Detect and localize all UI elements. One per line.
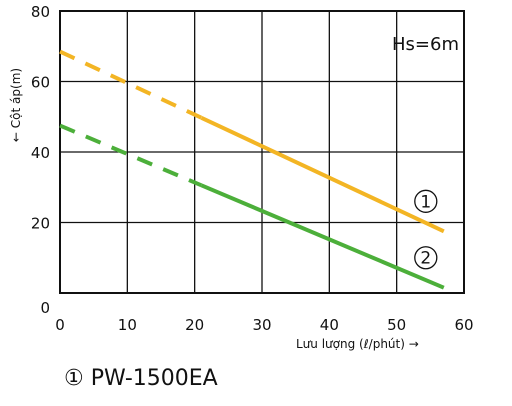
series-markers: 12 — [414, 189, 438, 270]
x-tick-label: 50 — [387, 316, 406, 334]
plot-frame — [59, 10, 465, 294]
y-tick-label: 40 — [31, 144, 50, 162]
series-1-dashed — [59, 49, 203, 120]
y-tick-label: 0 — [40, 299, 50, 317]
x-tick-label: 0 — [55, 316, 65, 334]
tick-labels: 0 10 20 30 40 50 60 0 20 40 60 80 — [31, 3, 474, 334]
x-tick-label: 40 — [320, 316, 339, 334]
x-axis-label: Lưu lượng (ℓ/phút) → — [296, 337, 419, 351]
x-tick-label: 60 — [454, 316, 473, 334]
x-tick-label: 10 — [118, 316, 137, 334]
head-annotation: Hs=6m — [392, 34, 459, 55]
series-lines — [59, 49, 445, 290]
y-tick-label: 80 — [31, 3, 50, 21]
series-2-marker-circle — [414, 246, 438, 270]
grid — [59, 10, 465, 294]
model-legend: ① PW-1500EA — [64, 366, 218, 391]
series-2-solid — [200, 183, 445, 290]
series-1-solid — [200, 115, 445, 234]
y-axis-label: ← Cột áp(m) — [9, 68, 23, 142]
x-tick-label: 20 — [185, 316, 204, 334]
series-2-marker-label: 2 — [420, 249, 431, 269]
series-2-dashed — [59, 123, 203, 188]
y-tick-label: 20 — [31, 215, 50, 233]
y-tick-label: 60 — [31, 74, 50, 92]
series-1-marker-circle — [414, 189, 438, 213]
x-tick-label: 30 — [252, 316, 271, 334]
series-1-marker-label: 1 — [420, 192, 431, 212]
